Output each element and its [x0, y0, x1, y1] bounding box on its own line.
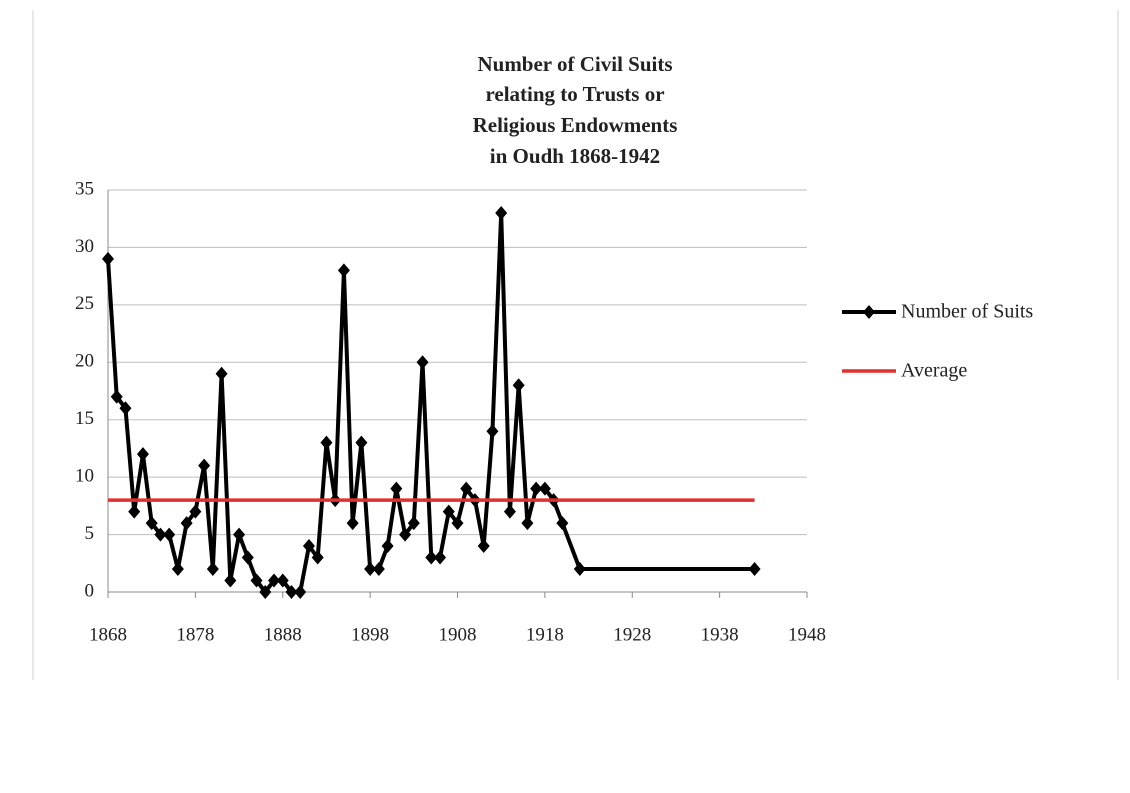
data-marker [503, 504, 516, 519]
data-marker [425, 550, 438, 565]
data-marker [128, 504, 141, 519]
data-marker [145, 516, 158, 531]
data-marker [346, 516, 359, 531]
data-marker [268, 573, 281, 588]
data-marker [320, 435, 333, 450]
data-marker [224, 573, 237, 588]
data-marker [250, 573, 263, 588]
data-marker [259, 585, 272, 599]
data-marker [495, 205, 508, 220]
data-marker [276, 573, 289, 588]
data-marker [337, 263, 350, 278]
data-marker [355, 435, 368, 450]
data-marker [241, 550, 254, 565]
x-tick-label: 1908 [439, 624, 477, 645]
legend-label: Number of Suits [901, 301, 1033, 323]
data-marker [364, 562, 377, 577]
y-tick-label: 5 [85, 523, 95, 544]
data-marker [530, 481, 543, 496]
x-tick-label: 1868 [89, 624, 127, 645]
data-marker [521, 516, 534, 531]
data-marker [460, 481, 473, 496]
x-tick-label: 1928 [613, 624, 651, 645]
data-marker [573, 562, 586, 577]
data-marker [390, 481, 403, 496]
data-marker [477, 539, 490, 554]
data-marker [215, 366, 228, 381]
y-tick-label: 0 [85, 580, 95, 601]
data-marker [486, 424, 499, 439]
data-line [106, 210, 755, 594]
x-tick-label: 1878 [176, 624, 214, 645]
data-marker [294, 585, 307, 599]
data-marker [285, 585, 298, 599]
data-marker [102, 251, 114, 266]
data-marker [442, 504, 455, 519]
data-marker [416, 355, 429, 370]
data-marker [189, 504, 202, 519]
x-tick-label: 1948 [788, 624, 826, 645]
legend-marker [863, 305, 875, 319]
data-marker [556, 516, 569, 531]
data-marker [198, 458, 211, 473]
data-marker [512, 378, 525, 393]
data-marker [233, 527, 246, 542]
data-marker [311, 550, 324, 565]
data-marker [399, 527, 412, 542]
data-marker [119, 401, 132, 416]
data-marker [302, 539, 315, 554]
x-tick-label: 1938 [701, 624, 739, 645]
x-tick-label: 1898 [351, 624, 389, 645]
data-marker [372, 562, 385, 577]
data-marker [163, 527, 176, 542]
data-marker [748, 562, 761, 577]
data-marker [538, 481, 551, 496]
x-tick-label: 1888 [264, 624, 302, 645]
y-tick-label: 30 [75, 236, 94, 257]
data-marker [381, 539, 394, 554]
chart-title: Religious Endowments [473, 113, 678, 137]
data-marker [136, 447, 149, 462]
y-tick-label: 10 [75, 466, 94, 487]
data-marker [171, 562, 184, 577]
chart-title: relating to Trusts or [485, 82, 664, 106]
chart-title: in Oudh 1868-1942 [490, 144, 660, 168]
y-tick-label: 20 [75, 351, 94, 372]
data-marker [206, 562, 219, 577]
y-tick-label: 35 [75, 178, 94, 199]
y-tick-label: 25 [75, 293, 94, 314]
data-marker [434, 550, 447, 565]
data-marker [407, 516, 420, 531]
data-marker [110, 389, 123, 404]
x-tick-label: 1918 [526, 624, 564, 645]
data-marker [451, 516, 464, 531]
chart-title: Number of Civil Suits [477, 52, 672, 76]
y-tick-label: 15 [75, 408, 94, 429]
legend-label: Average [901, 360, 967, 382]
data-marker [180, 516, 193, 531]
data-marker [154, 527, 167, 542]
